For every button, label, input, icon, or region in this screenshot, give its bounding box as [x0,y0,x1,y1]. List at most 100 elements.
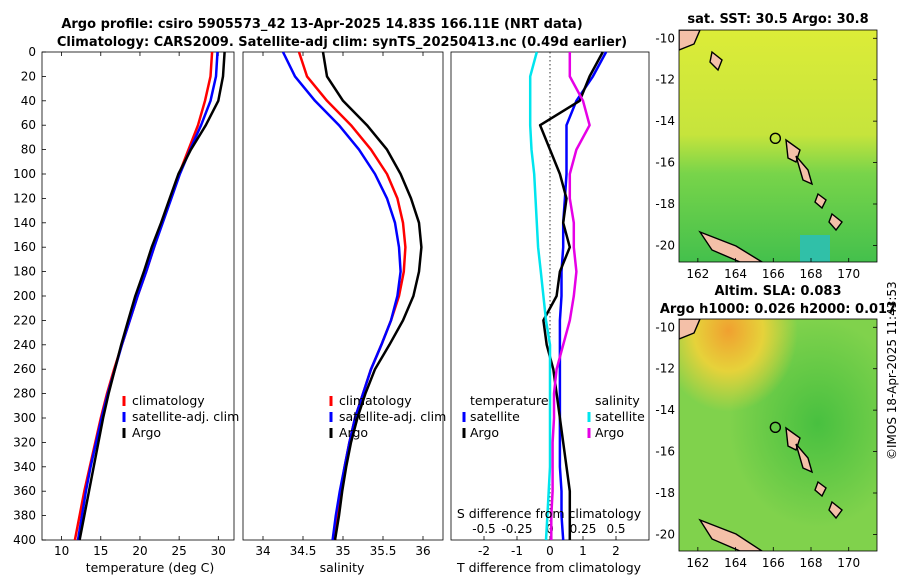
sla-argo-marker [769,421,782,434]
x2-tick-label: -0.25 [501,522,532,536]
sst-argo-marker [769,132,782,145]
sla-map-title: Altim. SLA: 0.083 [715,284,842,299]
diff-series-satellite [558,51,608,541]
diff-legend-sal-satellite-label: satellite [595,409,645,424]
sal-legend-climatology-label: climatology [339,393,412,408]
sst-map-frame [678,29,878,263]
sst-land-island4 [814,192,827,210]
diff-legend-temp-satellite-label: satellite [470,409,520,424]
diff-legend-sal-argo-label: Argo [595,425,624,440]
salinity-panel: 34 34.5 35 35.5 36 salinity climatology sate… [242,51,446,575]
depth-tick-label: 100 [13,167,36,181]
depth-tick-labels: 0 20 40 60 80 100 120 140 160 180 200 220 240 260 280 3… [13,45,36,547]
series-line-satellite [76,51,219,541]
x-tick-label: 25 [172,544,187,558]
map-x-tick-label: 166 [762,267,785,281]
depth-tick-label: 80 [21,143,36,157]
x-tick-label: 35 [335,544,350,558]
map-x-tick-label: 162 [686,267,709,281]
series-line-argo [321,51,423,541]
difference-x2-label: S difference from climatology [457,506,642,521]
sst-land-northwest [679,30,701,51]
sal-legend-satellite-label: satellite-adj. clim [339,409,446,424]
x-tick-label: 34.5 [290,544,317,558]
x-tick-label: 30 [211,544,226,558]
credit-text: ©IMOS 18-Apr-2025 11:43:53 [885,281,899,460]
sst-map-ticks: 162 164 166 168 170 -10 -12 -14 -16 -18 -20 [655,31,877,281]
sla-map-subtitle: Argo h1000: 0.026 h2000: 0.017 [660,302,896,317]
x2-tick-label: 0 [546,522,554,536]
salinity-axes-box [242,51,444,541]
map-y-tick-label: -14 [655,114,675,128]
depth-tick-label: 400 [13,533,36,547]
temperature-x-ticks: 10 15 20 25 30 [42,51,226,558]
x-tick-label: -2 [478,544,490,558]
depth-tick-label: 0 [28,45,36,59]
depth-tick-label: 300 [13,411,36,425]
temperature-series [73,51,226,541]
temp-legend-argo-label: Argo [132,425,161,440]
main-title-line2: Climatology: CARS2009. Satellite-adj cli… [57,35,627,50]
temperature-panel: 0 20 40 60 80 100 120 140 160 180 200 220 240 260 280 3… [13,45,239,575]
sla-land-northwest [679,319,701,340]
temp-legend-satellite-label: satellite-adj. clim [132,409,239,424]
sst-land-island3 [795,155,814,186]
salinity-series [281,51,423,541]
map-y-tick-label: -16 [655,156,675,170]
x2-tick-label: -0.5 [472,522,495,536]
depth-tick-label: 340 [13,460,36,474]
temperature-x-label: temperature (deg C) [86,560,215,575]
difference-x-label: T difference from climatology [456,560,642,575]
main-title-line1: Argo profile: csiro 5905573_42 13-Apr-20… [61,17,582,32]
map-x-tick-label: 162 [686,556,709,570]
depth-tick-label: 20 [21,69,36,83]
sla-land-island5 [828,500,843,520]
diff-series-argo [538,51,604,540]
x-tick-label: 34 [255,544,270,558]
sla-map-panel: Altim. SLA: 0.083 Argo h1000: 0.026 h200… [655,284,896,570]
map-y-tick-label: -20 [655,238,675,252]
map-y-tick-label: -18 [655,197,675,211]
sla-high-anomaly [679,319,877,551]
map-y-tick-label: -14 [655,403,675,417]
map-x-tick-label: 170 [837,267,860,281]
depth-tick-label: 140 [13,216,36,230]
sst-map-panel: sat. SST: 30.5 Argo: 30.8 162 164 166 168 17… [655,12,878,281]
depth-tick-label: 60 [21,118,36,132]
depth-tick-label: 220 [13,313,36,327]
depth-tick-label: 180 [13,265,36,279]
sst-land-island5 [828,212,843,232]
salinity-x-ticks: 34 34.5 35 35.5 36 [255,52,431,558]
sst-cool-patch [800,235,830,262]
map-x-tick-label: 170 [837,556,860,570]
salinity-legend: climatology satellite-adj. clim Argo [329,393,446,440]
sla-land-island3 [795,443,814,474]
temperature-legend: climatology satellite-adj. clim Argo [122,393,239,440]
difference-x-ticks: -2 -1 0 1 2 -0.5 -0.25 0 0.25 0.5 [472,522,625,558]
x-tick-label: 35.5 [370,544,397,558]
difference-legend: temperature satellite Argo salinity sate… [462,393,645,440]
x2-tick-label: 0.5 [606,522,625,536]
diff-series-sal_sat [528,51,552,541]
sla-land-newcaledonia [698,518,764,551]
sla-land-island4 [814,480,827,498]
series-line-satellite [281,51,402,541]
map-y-tick-label: -12 [655,362,675,376]
depth-tick-label: 160 [13,240,36,254]
depth-tick-label: 360 [13,484,36,498]
map-y-tick-label: -12 [655,73,675,87]
x-tick-label: 20 [132,544,147,558]
sst-map-title: sat. SST: 30.5 Argo: 30.8 [687,12,868,27]
difference-panel: -2 -1 0 1 2 -0.5 -0.25 0 0.25 0.5 S difference fr… [450,51,650,575]
diff-legend-temp-argo-label: Argo [470,425,499,440]
depth-tick-label: 40 [21,94,36,108]
sla-map-ticks: 162 164 166 168 170 -10 -12 -14 -16 -18 -20 [655,320,877,570]
sst-field [679,30,877,262]
map-x-tick-label: 164 [724,267,747,281]
x-tick-label: 2 [612,544,620,558]
map-y-tick-label: -18 [655,486,675,500]
diff-legend-temperature-title: temperature [470,393,549,408]
sal-legend-argo-label: Argo [339,425,368,440]
map-x-tick-label: 164 [724,556,747,570]
